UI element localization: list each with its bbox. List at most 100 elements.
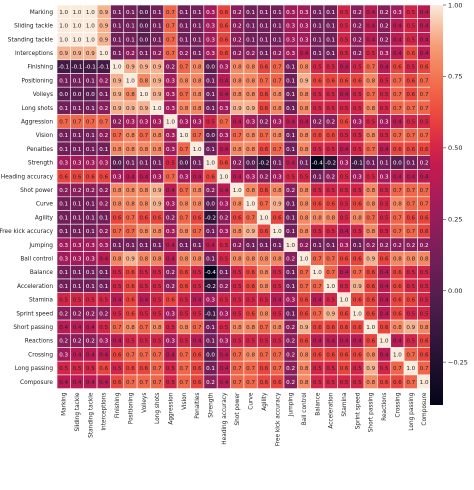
cell-value-label: 0.3 <box>59 256 68 262</box>
cell-value-label: 0.1 <box>59 202 68 208</box>
cell-value-label: 0.8 <box>393 325 402 331</box>
cell-value-label: 0.8 <box>233 202 242 208</box>
cell-value-label: 0.9 <box>73 51 82 57</box>
cell-value-label: 0.7 <box>193 229 202 235</box>
row-label: Free kick accuracy <box>0 229 54 235</box>
cell-value-label: -0.2 <box>258 161 269 167</box>
cell-value-label: 0.7 <box>139 380 148 386</box>
cell-value-label: 0.2 <box>233 10 242 16</box>
cell-value-label: 0.8 <box>273 92 282 98</box>
cell-value-label: 0.1 <box>273 10 282 16</box>
cell-value-label: 0.8 <box>193 106 202 112</box>
cell-value-label: 0.1 <box>113 24 122 30</box>
cell-value-label: 1.0 <box>206 161 215 167</box>
cell-value-label: 0.6 <box>259 229 268 235</box>
column-label: Curve <box>249 392 255 410</box>
cell-value-label: 0.7 <box>259 133 268 139</box>
cell-value-label: 0.4 <box>286 161 295 167</box>
cell-value-label: 0.8 <box>393 256 402 262</box>
column-label: Aggression <box>168 392 174 424</box>
cell-value-label: 0.6 <box>59 174 68 180</box>
row-label: Finishing <box>28 65 54 71</box>
cell-value-label: 0.1 <box>206 325 215 331</box>
cell-value-label: 0.5 <box>233 339 242 345</box>
row-label: Balance <box>30 270 54 276</box>
cell-value-label: 0.4 <box>219 92 228 98</box>
cell-value-label: 0.5 <box>406 270 415 276</box>
cell-value-label: 0.3 <box>99 243 108 249</box>
cell-value-label: 0.8 <box>153 325 162 331</box>
cell-value-label: 0.1 <box>113 51 122 57</box>
cell-value-label: 0.6 <box>193 380 202 386</box>
cell-value-label: 0.4 <box>99 380 108 386</box>
column-label: Agility <box>262 392 268 411</box>
column-label: Balance <box>315 392 321 416</box>
cell-value-label: 0.1 <box>206 366 215 372</box>
cell-value-label: 0.9 <box>233 106 242 112</box>
cell-value-label: 1.0 <box>340 298 349 304</box>
cell-value-label: 0.6 <box>393 270 402 276</box>
cell-value-label: 0.6 <box>219 37 228 43</box>
cell-value-label: 0.3 <box>219 229 228 235</box>
cell-value-label: 0.6 <box>393 311 402 317</box>
cell-value-label: 0.2 <box>233 161 242 167</box>
cell-value-label: 0.7 <box>153 380 162 386</box>
cell-value-label: 0.4 <box>313 339 322 345</box>
cell-value-label: 0.6 <box>273 380 282 386</box>
cell-value-label: 0.8 <box>246 78 255 84</box>
cell-value-label: 0.8 <box>126 92 135 98</box>
cell-value-label: 0.5 <box>246 298 255 304</box>
cell-value-label: 0.5 <box>139 284 148 290</box>
cell-value-label: 0.1 <box>139 243 148 249</box>
cell-value-label: 0.7 <box>179 188 188 194</box>
cell-value-label: 0.0 <box>206 202 215 208</box>
cell-value-label: 0.5 <box>366 51 375 57</box>
cell-value-label: 0.4 <box>219 366 228 372</box>
cell-value-label: 0.1 <box>86 202 95 208</box>
cell-value-label: 0.6 <box>113 215 122 221</box>
cell-value-label: 0.1 <box>313 243 322 249</box>
cell-value-label: 0.5 <box>353 147 362 153</box>
cell-value-label: 0.8 <box>193 92 202 98</box>
cell-value-label: 0.9 <box>153 92 162 98</box>
cell-value-label: 0.6 <box>300 339 309 345</box>
column-label: Standing tackle <box>88 392 94 438</box>
cell-value-label: 0.3 <box>393 10 402 16</box>
cell-value-label: 0.3 <box>219 311 228 317</box>
cell-value-label: 0.5 <box>206 119 215 125</box>
cell-value-label: 0.4 <box>393 119 402 125</box>
cell-value-label: 0.5 <box>366 119 375 125</box>
colorbar-tick-label: −0.25 <box>448 358 468 366</box>
cell-value-label: 0.6 <box>233 215 242 221</box>
cell-value-label: 0.7 <box>246 380 255 386</box>
cell-value-label: 0.8 <box>126 325 135 331</box>
cell-value-label: 0.3 <box>206 298 215 304</box>
cell-value-label: 0.5 <box>340 10 349 16</box>
cell-value-label: 0.8 <box>126 188 135 194</box>
cell-value-label: 0.2 <box>366 243 375 249</box>
cell-value-label: 0.7 <box>259 352 268 358</box>
colorbar-tick-label: 1.00 <box>448 1 462 9</box>
cell-value-label: 0.1 <box>193 161 202 167</box>
cell-value-label: 0.7 <box>259 202 268 208</box>
cell-value-label: 0.4 <box>366 10 375 16</box>
cell-value-label: 0.5 <box>406 24 415 30</box>
colorbar-tick-label: 0.75 <box>448 73 462 81</box>
cell-value-label: 1.0 <box>366 325 375 331</box>
cell-value-label: 0.0 <box>246 161 255 167</box>
cell-value-label: 0.4 <box>166 256 175 262</box>
cell-value-label: 0.2 <box>353 37 362 43</box>
cell-value-label: 0.8 <box>259 284 268 290</box>
cell-value-label: 0.1 <box>86 147 95 153</box>
cell-value-label: 0.6 <box>126 298 135 304</box>
cell-value-label: 0.4 <box>59 325 68 331</box>
cell-value-label: 0.6 <box>193 366 202 372</box>
cell-value-label: 0.3 <box>59 243 68 249</box>
cell-value-label: 0.5 <box>166 366 175 372</box>
cell-value-label: 0.7 <box>233 352 242 358</box>
cell-value-label: 0.5 <box>166 380 175 386</box>
cell-value-label: 0.5 <box>153 298 162 304</box>
cell-value-label: 0.2 <box>99 133 108 139</box>
cell-value-label: 0.5 <box>99 325 108 331</box>
cell-value-label: 0.1 <box>286 133 295 139</box>
